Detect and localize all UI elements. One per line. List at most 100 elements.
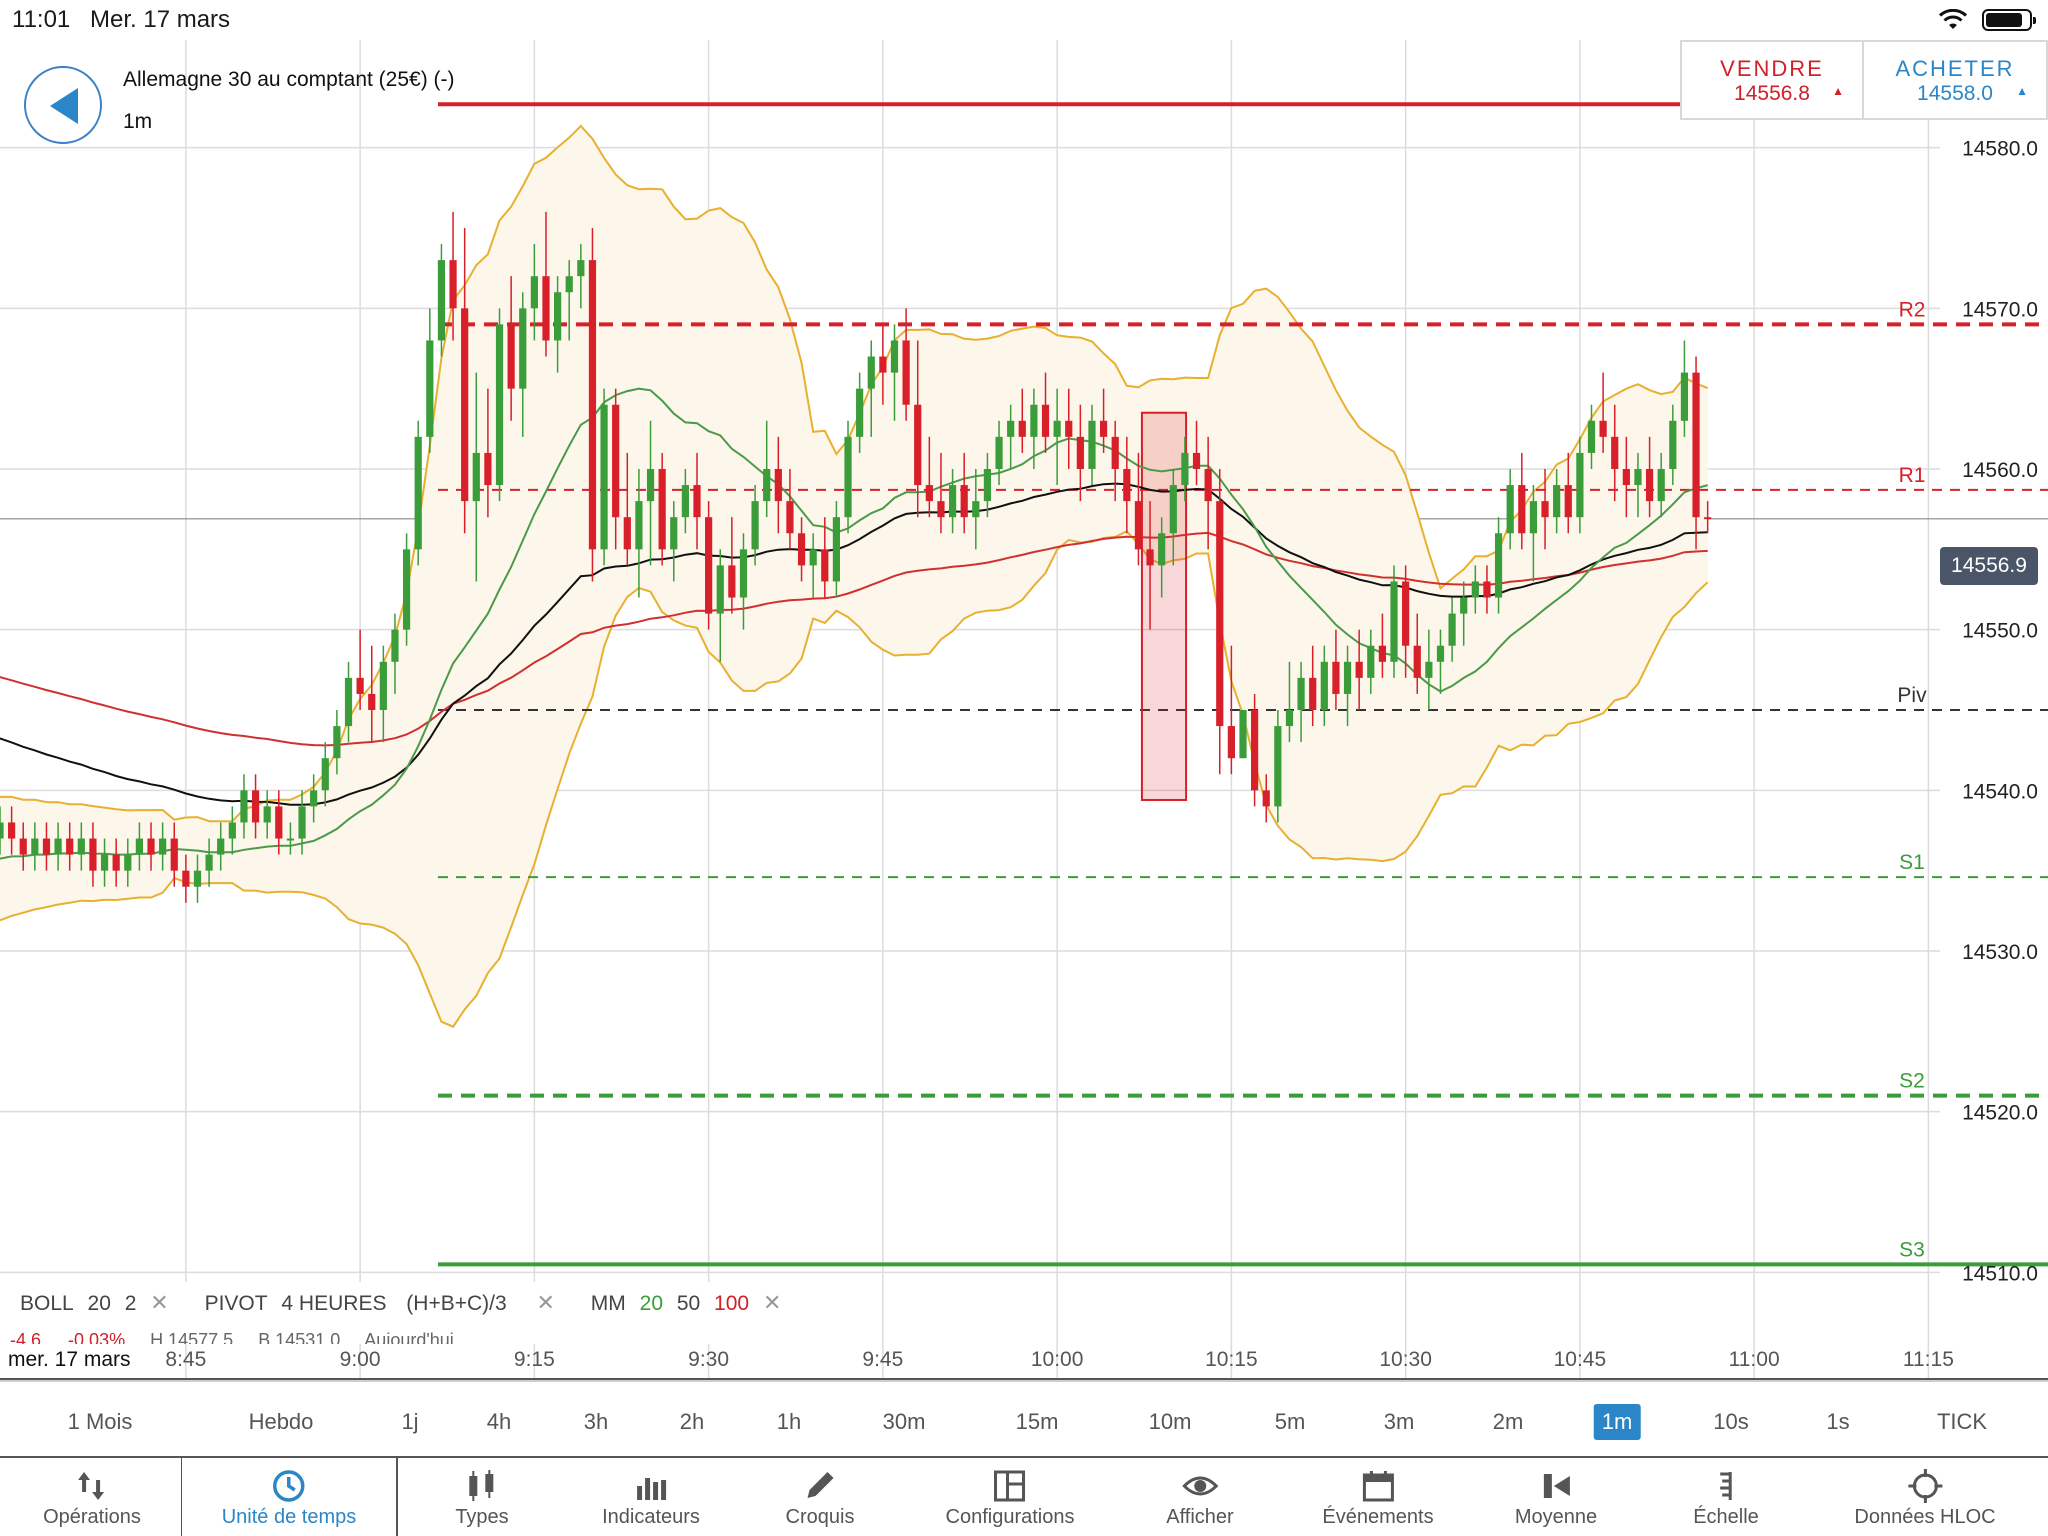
mm-close-icon[interactable]: ✕	[762, 1290, 782, 1315]
candle-body	[902, 340, 910, 405]
candle-body	[19, 838, 27, 855]
timeframe-10s[interactable]: 10s	[1713, 1409, 1749, 1434]
nav-eye[interactable]: Afficher	[1166, 1458, 1234, 1536]
candle-body	[681, 485, 689, 518]
candle-body	[31, 838, 39, 855]
candle-body	[856, 388, 864, 437]
candle-body	[1425, 661, 1433, 678]
nav-clock[interactable]: Unité de temps	[222, 1458, 356, 1536]
nav-label: Croquis	[785, 1506, 855, 1528]
timeframe-1j[interactable]: 1j	[401, 1409, 419, 1434]
candle-body	[658, 468, 666, 550]
timeframe-hebdo[interactable]: Hebdo	[248, 1409, 314, 1434]
x-tick-label: 10:30	[1379, 1348, 1432, 1371]
candle-body	[1274, 726, 1282, 807]
pivot-label-r1: R1	[1899, 464, 1926, 487]
x-tick-label: 9:00	[340, 1348, 381, 1371]
nav-scale[interactable]: Échelle	[1693, 1458, 1759, 1536]
timeframe-1h[interactable]: 1h	[776, 1409, 802, 1434]
nav-label: Configurations	[945, 1506, 1075, 1528]
candle-body	[1320, 661, 1328, 710]
candle-body	[960, 485, 968, 518]
candle-body	[286, 838, 295, 841]
pivot-formula: (H+B+C)/3	[406, 1292, 507, 1315]
timeframe-10m[interactable]: 10m	[1148, 1409, 1192, 1434]
y-tick-label: 14510.0	[1962, 1262, 2038, 1285]
indicator-legend: BOLL 20 2 ✕ PIVOT 4 HEURES (H+B+C)/3 ✕ M…	[0, 1282, 800, 1344]
timeframe-2h[interactable]: 2h	[679, 1409, 705, 1434]
candle-body	[1587, 420, 1596, 453]
y-tick-label: 14540.0	[1962, 780, 2038, 803]
candle-body	[739, 549, 748, 598]
timeframe-3h[interactable]: 3h	[583, 1409, 609, 1434]
candle-body	[670, 517, 678, 550]
candle-body	[1576, 452, 1584, 518]
candle-body	[461, 308, 469, 502]
candle-body	[8, 822, 16, 839]
candle-body	[1518, 485, 1526, 534]
candle-body	[42, 838, 51, 855]
pivot-label-s1: S1	[1899, 851, 1925, 874]
candle-body	[1134, 501, 1143, 550]
candle-body	[1471, 581, 1479, 598]
timeframe-1m[interactable]: 1m	[1593, 1404, 1641, 1440]
x-tick-label: 9:45	[862, 1348, 903, 1371]
sell-up-arrow-icon: ▲	[1832, 84, 1844, 98]
nav-candlestick[interactable]: Types	[455, 1458, 509, 1536]
nav-layout[interactable]: Configurations	[945, 1458, 1075, 1536]
timeframe-1s[interactable]: 1s	[1826, 1409, 1850, 1434]
timeframe-5m[interactable]: 5m	[1274, 1409, 1306, 1434]
pivot-name[interactable]: PIVOT	[204, 1292, 268, 1315]
bollinger-upper	[0, 124, 1709, 823]
candle-body	[1506, 485, 1514, 534]
candle-body	[275, 806, 283, 839]
candle-body	[391, 629, 399, 662]
candle-body	[193, 870, 202, 887]
price-chart[interactable]: R3R2R1PivS1S2S3 14580.014570.014560.0145…	[0, 40, 2048, 1380]
pivot-close-icon[interactable]: ✕	[536, 1290, 555, 1315]
candle-body	[263, 806, 271, 823]
nav-calendar[interactable]: Événements	[1322, 1458, 1434, 1536]
candle-body	[1634, 468, 1642, 486]
candle-body	[600, 404, 608, 550]
ma-20-line	[0, 387, 1708, 860]
candle-body	[1669, 420, 1677, 469]
candle-body	[1413, 645, 1421, 678]
candle-body	[554, 292, 562, 341]
candle-body	[832, 517, 841, 582]
candle-body	[1343, 661, 1352, 694]
nav-average[interactable]: Moyenne	[1515, 1458, 1597, 1536]
back-button[interactable]	[24, 66, 102, 144]
candle-body	[135, 838, 144, 855]
boll-name[interactable]: BOLL	[20, 1292, 74, 1315]
pencil-icon	[807, 1472, 834, 1498]
timeframe-30m[interactable]: 30m	[882, 1409, 926, 1434]
boll-close-icon[interactable]: ✕	[150, 1290, 169, 1315]
x-tick-label: 9:30	[688, 1348, 729, 1371]
timeframe-tick[interactable]: TICK	[1936, 1409, 1988, 1434]
sell-price: 14556.8	[1734, 82, 1810, 105]
candle-body	[1390, 581, 1398, 662]
candle-body	[240, 790, 248, 823]
candle-body	[170, 838, 178, 871]
candle-body	[1158, 533, 1166, 566]
candle-body	[507, 324, 515, 389]
status-date: Mer. 17 mars	[90, 6, 231, 33]
y-tick-label: 14550.0	[1962, 620, 2038, 643]
timeframe-4h[interactable]: 4h	[486, 1409, 512, 1434]
nav-arrows-updown[interactable]: Opérations	[43, 1458, 141, 1536]
buy-button[interactable]: ACHETER 14558.0 ▲	[1864, 40, 2048, 120]
nav-bar-chart[interactable]: Indicateurs	[602, 1458, 700, 1536]
sell-button[interactable]: VENDRE 14556.8 ▲	[1680, 40, 1864, 120]
candle-body	[1448, 613, 1456, 646]
candle-body	[217, 838, 225, 855]
nav-crosshair[interactable]: Données HLOC	[1854, 1458, 1996, 1536]
timeframe-1-mois[interactable]: 1 Mois	[67, 1409, 133, 1434]
nav-pencil[interactable]: Croquis	[785, 1458, 855, 1536]
timeframe-15m[interactable]: 15m	[1015, 1409, 1059, 1434]
mm-name[interactable]: MM	[590, 1292, 626, 1315]
wifi-icon	[1938, 9, 1968, 29]
timeframe-2m[interactable]: 2m	[1492, 1409, 1524, 1434]
x-tick-label: 10:15	[1205, 1348, 1258, 1371]
timeframe-3m[interactable]: 3m	[1383, 1409, 1415, 1434]
